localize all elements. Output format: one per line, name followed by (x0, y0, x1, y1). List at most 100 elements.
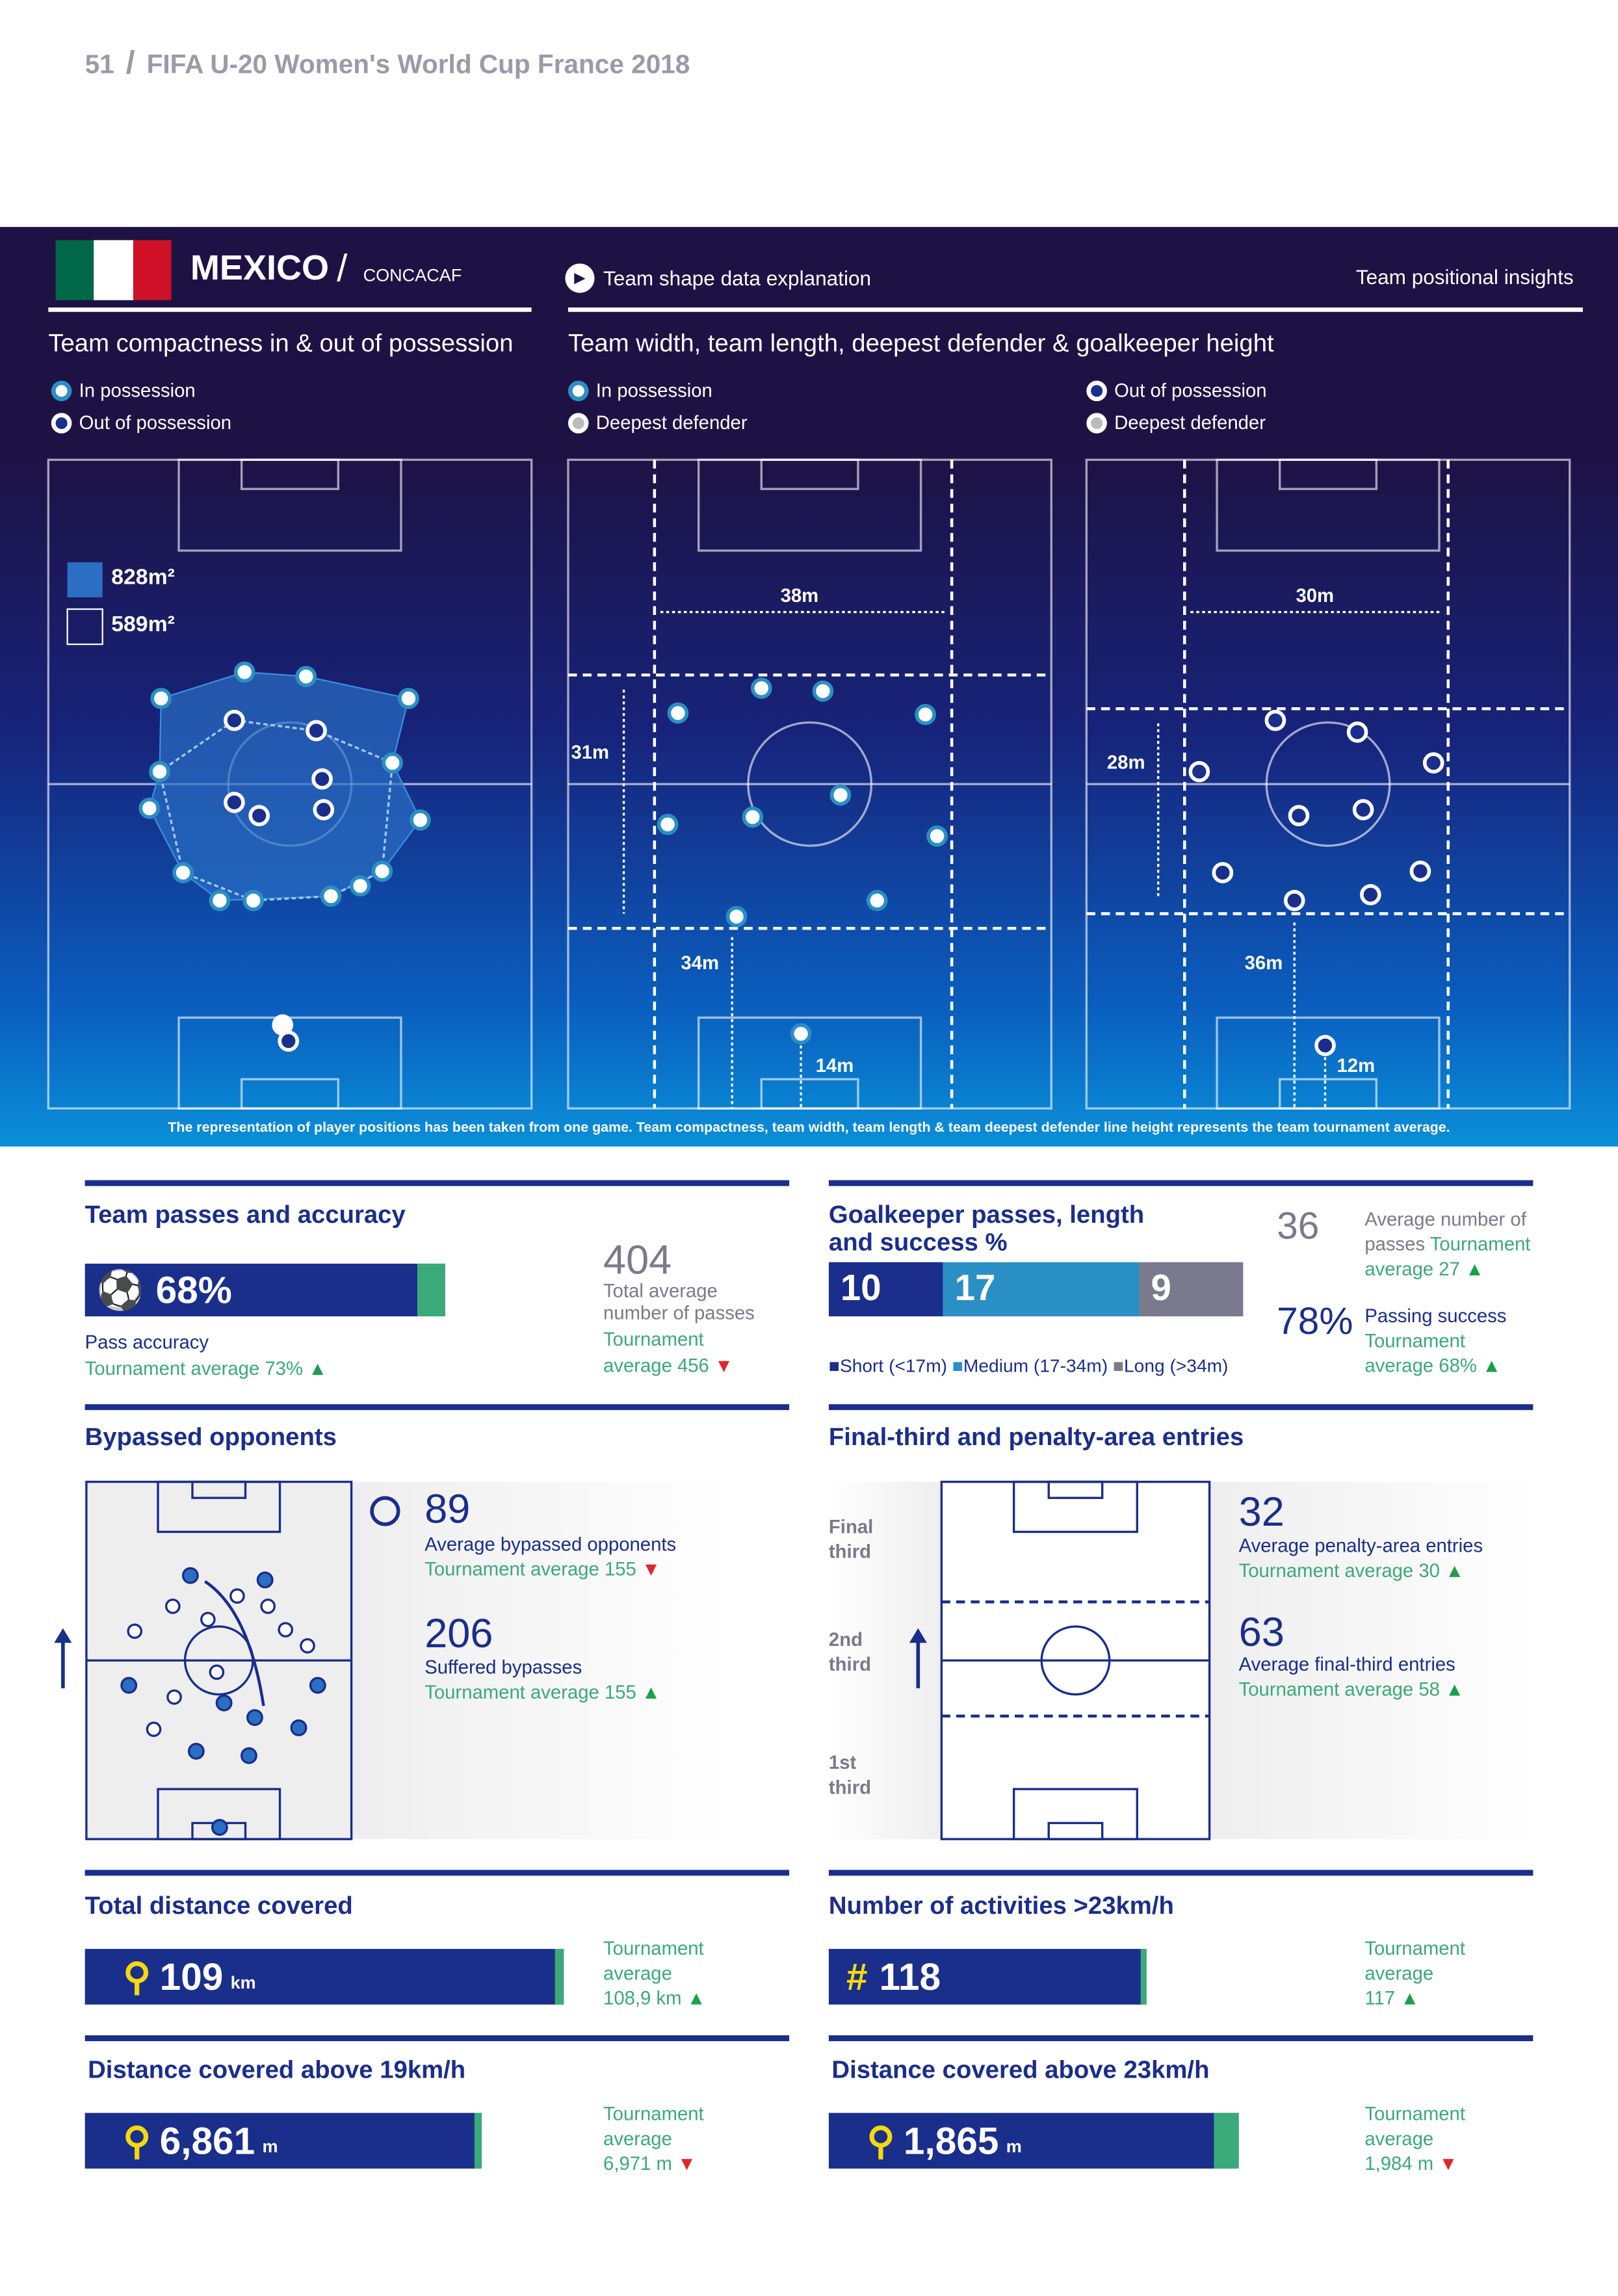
pass-accuracy-bar: ⚽ 68% (85, 1263, 445, 1316)
page-header: 51/FIFA U-20 Women's World Cup France 20… (85, 44, 690, 81)
player-dot (1346, 721, 1368, 743)
width-length-title: Team width, team length, deepest defende… (568, 329, 1274, 358)
play-icon: ▶ (565, 263, 595, 293)
out-gk: 12m (1337, 1054, 1376, 1076)
area-in-swatch (67, 562, 103, 598)
player-dot (120, 1676, 138, 1694)
ft-entries: 63 (1238, 1609, 1285, 1655)
player-dot (790, 1023, 812, 1045)
d19-bar: ⚲ 6,861 m (85, 2113, 482, 2169)
player-dot (246, 1709, 263, 1727)
total-passes: 404 (603, 1237, 672, 1283)
lower-pitches (54, 1480, 1211, 1840)
gk-success: 78% (1277, 1298, 1353, 1343)
goal-area (191, 1480, 247, 1499)
player-dot (1288, 805, 1310, 826)
player-dot (750, 677, 772, 699)
player-dot (242, 889, 265, 911)
goal-area (1047, 1480, 1104, 1499)
player-dot (1314, 1034, 1336, 1056)
player-dot (1360, 883, 1381, 906)
legend-in-2: In possession (595, 379, 712, 402)
player-dot (209, 1664, 225, 1680)
player-dot (224, 709, 245, 731)
insights-label: Team positional insights (1355, 265, 1574, 289)
in-length: 31m (571, 740, 610, 763)
player-dot (1352, 799, 1374, 820)
player-dot (410, 809, 431, 831)
out-length: 28m (1106, 751, 1145, 774)
player-dot (309, 1676, 326, 1694)
location-pin-icon: ⚲ (123, 2118, 151, 2162)
compactness-title: Team compactness in & out of possession (48, 329, 514, 358)
player-dot (306, 720, 327, 742)
total-passes-label: Total average number of passes (603, 1279, 755, 1324)
area-out-swatch (66, 608, 103, 646)
penalty-box (1012, 1788, 1138, 1840)
publication-title: FIFA U-20 Women's World Cup France 2018 (146, 49, 690, 79)
bypass-legend-icon (370, 1496, 400, 1526)
legend-out-2: Out of possession (1114, 379, 1267, 402)
penalty-box (1012, 1480, 1138, 1533)
player-dot (278, 1030, 300, 1052)
player-dot (1264, 709, 1286, 731)
player-dot (233, 661, 255, 683)
out-width: 30m (1296, 584, 1335, 607)
goal-area (240, 1078, 340, 1110)
distance-bar: ⚲ 109 km (85, 1949, 564, 2005)
player-dot (320, 885, 342, 907)
player-dot (1188, 761, 1210, 783)
player-dot (146, 1721, 162, 1738)
player-dot (657, 813, 679, 835)
gk-title: Goalkeeper passes, length and success % (828, 1201, 1145, 1257)
activities-bar: #118 (828, 1949, 1147, 2005)
centre-circle (747, 721, 873, 847)
player-dot (260, 1598, 276, 1614)
goal-area (1047, 1821, 1104, 1840)
ball-icon: ⚽ (96, 1267, 144, 1312)
suffered-bypasses: 206 (424, 1610, 493, 1656)
in-width: 38m (780, 584, 819, 607)
player-dot (742, 806, 764, 828)
pass-arrow (204, 1580, 265, 1706)
player-dot (290, 1719, 307, 1736)
centre-circle (1040, 1625, 1111, 1696)
hash-icon: # (846, 1953, 868, 1998)
area-out: 589m² (111, 612, 175, 637)
legend-deep: Deepest defender (595, 411, 748, 434)
accuracy-label: Pass accuracy (85, 1331, 209, 1353)
footnote: The representation of player positions h… (168, 1120, 1450, 1136)
player-dot (256, 1571, 274, 1589)
goal-area (760, 1078, 859, 1110)
legend-in: In possession (79, 379, 196, 402)
player-dot (295, 666, 317, 687)
centre-circle (1265, 721, 1391, 847)
team-name: MEXICO (190, 248, 330, 289)
player-dot (1409, 860, 1431, 882)
player-dot (382, 752, 404, 774)
mexico-flag (55, 240, 172, 300)
player-dot (240, 1747, 257, 1764)
explanation-link[interactable]: ▶ Team shape data explanation (565, 263, 871, 293)
bypassed-title: Bypassed opponents (85, 1423, 337, 1452)
player-dot (138, 798, 161, 819)
player-dot (349, 875, 371, 897)
arrow-head (54, 1628, 72, 1643)
gk-length-bar: 10 17 9 (828, 1262, 1244, 1316)
player-dot (866, 889, 888, 911)
out-defender: 36m (1244, 952, 1283, 974)
player-dot (667, 702, 689, 724)
legend-out: Out of possession (79, 411, 232, 434)
player-dot (164, 1598, 181, 1614)
player-dot (229, 1588, 245, 1604)
pa-entries: 32 (1238, 1489, 1285, 1535)
player-dot (224, 792, 245, 813)
player-dot (915, 703, 936, 725)
d23-bar: ⚲ 1,865 m (828, 2113, 1239, 2169)
area-in: 828m² (111, 565, 175, 590)
player-dot (1283, 889, 1305, 911)
player-dot (149, 761, 170, 783)
player-dot (181, 1567, 199, 1584)
in-gk: 14m (815, 1054, 854, 1076)
confederation: CONCACAF (363, 265, 462, 286)
